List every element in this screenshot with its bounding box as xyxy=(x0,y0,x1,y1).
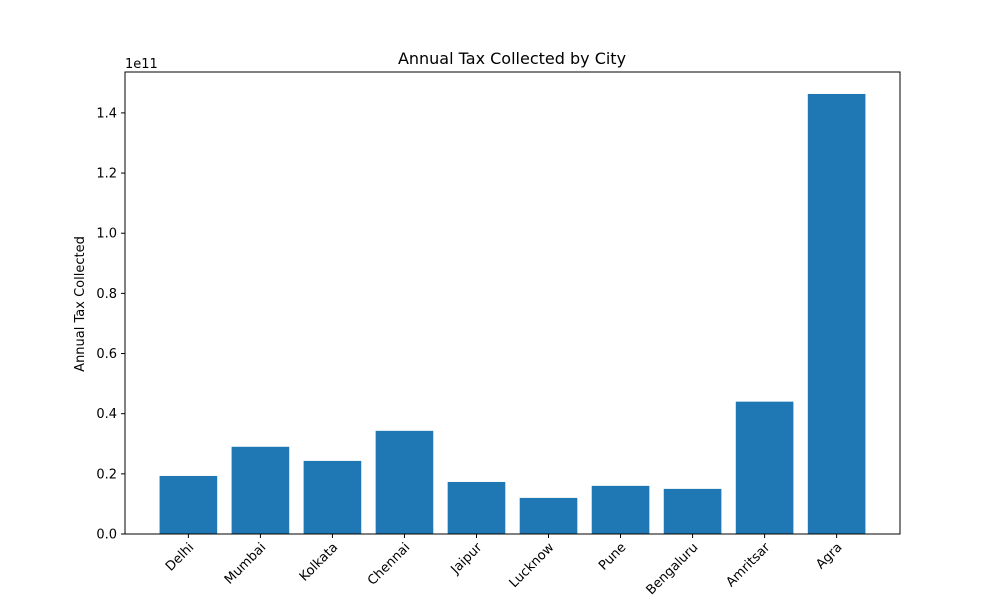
bars-group xyxy=(159,93,866,534)
y-tick-label: 1.0 xyxy=(96,227,117,242)
y-tick-label: 1.2 xyxy=(96,167,117,182)
x-tick-label: Agra xyxy=(813,540,845,572)
plot-frame xyxy=(124,71,901,535)
x-tick-label: Pune xyxy=(596,540,629,573)
y-axis-offset-label: 1e11 xyxy=(125,57,158,72)
y-tick-label: 1.4 xyxy=(96,106,117,121)
y-tick-label: 0.4 xyxy=(96,407,117,422)
y-tick-label: 0.2 xyxy=(96,467,117,482)
x-axis-ticks: Delhi Mumbai Kolkata Chennai Jaipur Lucknow Pu… xyxy=(163,534,845,598)
y-tick-label: 0.0 xyxy=(96,528,117,543)
bar-jaipur xyxy=(447,481,506,534)
bar-mumbai xyxy=(231,446,290,534)
y-tick-label: 0.6 xyxy=(96,347,117,362)
chart-title: Annual Tax Collected by City xyxy=(398,49,626,68)
bar-bengaluru xyxy=(663,488,722,534)
x-tick-label: Chennai xyxy=(365,540,413,588)
x-tick-label: Lucknow xyxy=(507,540,558,591)
x-tick-label: Mumbai xyxy=(222,540,269,587)
y-tick-label: 0.8 xyxy=(96,287,117,302)
bar-pune xyxy=(591,485,650,534)
bar-amritsar xyxy=(735,401,794,534)
x-tick-label: Delhi xyxy=(163,540,197,574)
x-tick-label: Amritsar xyxy=(723,540,773,590)
x-tick-label: Bengaluru xyxy=(644,540,702,598)
bar-delhi xyxy=(159,475,218,534)
x-tick-label: Kolkata xyxy=(297,540,341,584)
y-axis-label: Annual Tax Collected xyxy=(73,236,88,372)
bar-agra xyxy=(807,93,866,534)
x-tick-label: Jaipur xyxy=(448,540,486,578)
bar-kolkata xyxy=(303,460,362,534)
y-axis-ticks: 0.0 0.2 0.4 0.6 0.8 1.0 1.2 1.4 xyxy=(96,106,125,543)
bar-chennai xyxy=(375,430,434,534)
bar-lucknow xyxy=(519,497,578,534)
